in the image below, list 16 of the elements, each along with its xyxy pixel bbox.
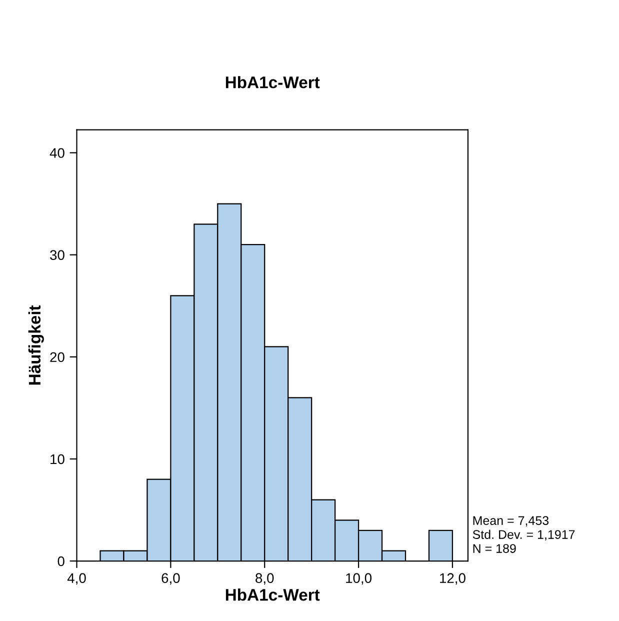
y-tick-label: 30: [50, 250, 64, 260]
chart-title: HbA1c-Wert: [226, 76, 320, 88]
y-tick-label: 10: [50, 454, 64, 464]
x-tick-label: 6,0: [162, 573, 180, 585]
text: Mean = 7,453: [473, 516, 549, 526]
y-tick-label: 0: [58, 556, 64, 566]
x-axis-title: HbA1c-Wert: [226, 588, 320, 601]
x-tick-label: 4,0: [67, 573, 86, 585]
x-tick-label: 8,0: [256, 573, 274, 585]
text: N = 189: [473, 544, 516, 553]
text: Std. Dev. = 1,1917: [472, 530, 575, 540]
y-axis-title: Häufigkeit: [28, 305, 44, 385]
x-tick-label: 10,0: [346, 573, 372, 585]
x-tick-label: 12,0: [440, 573, 466, 585]
y-tick-label: 20: [50, 352, 64, 362]
y-tick-label: 40: [50, 148, 64, 158]
